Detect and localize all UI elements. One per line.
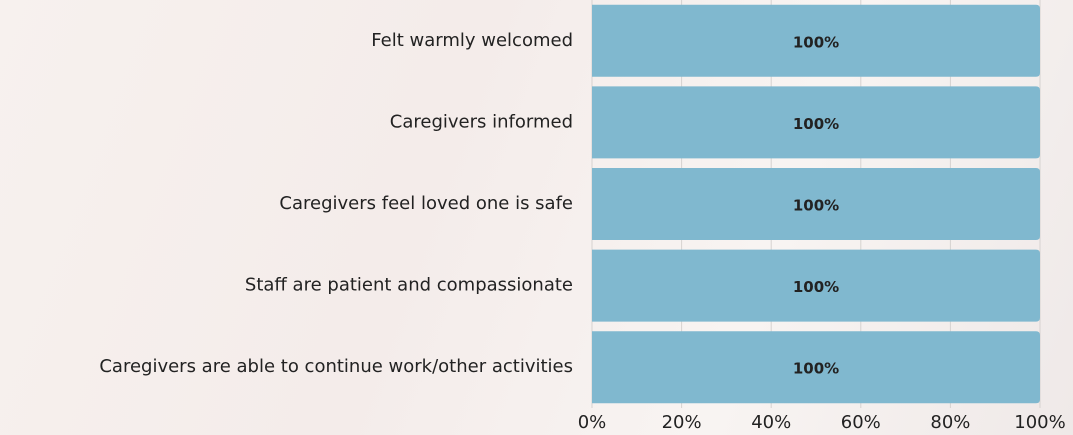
- x-tick-label: 100%: [1014, 412, 1065, 433]
- bar: [592, 86, 1040, 159]
- x-tick-label: 0%: [578, 412, 607, 433]
- bar: [592, 249, 1040, 322]
- x-tick-label: 40%: [751, 412, 791, 433]
- bar: [592, 168, 1040, 240]
- y-tick-label: Staff are patient and compassionate: [245, 275, 573, 296]
- value-label: 100%: [793, 360, 839, 378]
- bar: [592, 331, 1040, 404]
- y-tick-label: Caregivers feel loved one is safe: [279, 193, 573, 214]
- bar: [592, 4, 1040, 77]
- value-label: 100%: [793, 33, 839, 51]
- value-label: 100%: [793, 197, 839, 215]
- value-label: 100%: [793, 278, 839, 296]
- x-tick-label: 20%: [662, 412, 702, 433]
- value-label: 100%: [793, 115, 839, 133]
- y-tick-label: Felt warmly welcomed: [371, 30, 573, 51]
- x-tick-label: 60%: [841, 412, 881, 433]
- y-tick-label: Caregivers are able to continue work/oth…: [99, 356, 573, 377]
- y-tick-label: Caregivers informed: [390, 111, 573, 132]
- x-tick-label: 80%: [930, 412, 970, 433]
